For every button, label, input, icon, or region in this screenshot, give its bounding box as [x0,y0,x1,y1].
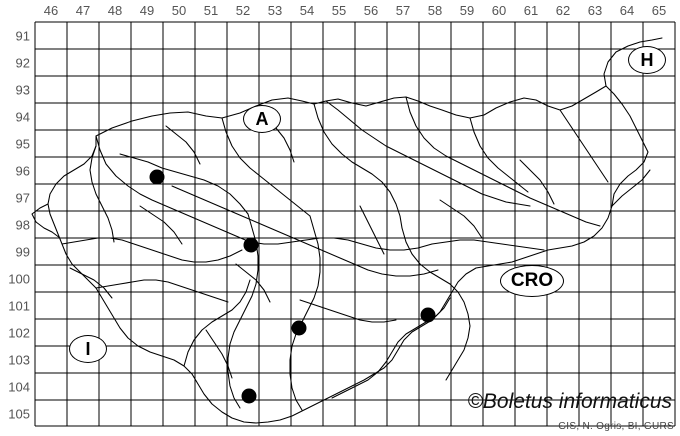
river-sava [171,185,439,277]
copyright-text: ©Boletus informaticus [467,390,672,413]
y-tick-100: 100 [8,271,30,287]
river-savinja [359,205,385,255]
region-boundary-4 [431,239,545,251]
region-boundary-3 [249,237,433,251]
y-tick-94: 94 [15,109,30,125]
x-tick-56: 56 [363,3,379,18]
y-tick-99: 99 [15,244,30,260]
occurrence-dot[interactable] [291,320,307,336]
x-tick-49: 49 [139,3,155,18]
region-boundary-1 [119,153,249,215]
x-tick-59: 59 [459,3,475,18]
x-tick-52: 52 [235,3,251,18]
x-tick-62: 62 [555,3,571,18]
x-tick-57: 57 [395,3,411,18]
x-tick-54: 54 [299,3,315,18]
x-tick-61: 61 [523,3,539,18]
country-label-italy: I [69,335,107,363]
national-border-south [47,135,549,424]
y-tick-97: 97 [15,190,30,206]
x-tick-51: 51 [203,3,219,18]
river-minor-6 [611,169,651,207]
river-minor-5 [69,267,113,299]
river-mura [559,109,609,183]
y-tick-98: 98 [15,217,30,233]
river-minor-4 [205,329,233,379]
region-boundary-10 [289,215,321,411]
x-tick-50: 50 [171,3,187,18]
region-boundary-8 [469,117,529,193]
region-boundary-12 [183,279,251,367]
occurrence-dot[interactable] [149,169,165,185]
x-tick-53: 53 [267,3,283,18]
region-boundary-13 [95,279,229,303]
coast-adriatic [31,203,61,239]
national-border-east [547,85,649,251]
region-boundary-2 [95,135,251,243]
x-tick-47: 47 [75,3,91,18]
x-tick-48: 48 [107,3,123,18]
river-minor-1 [139,205,183,245]
river-krka [299,299,397,323]
x-tick-58: 58 [427,3,443,18]
credit-text: GIS, N. Ogris, BI, GURS [558,421,674,432]
country-label-hungary: H [628,46,666,74]
y-tick-101: 101 [8,298,30,314]
river-drava [325,100,531,207]
x-tick-63: 63 [587,3,603,18]
river-soca [89,145,115,243]
occurrence-dot[interactable] [420,307,436,323]
y-tick-92: 92 [15,55,30,71]
x-tick-46: 46 [43,3,59,18]
y-tick-96: 96 [15,163,30,179]
region-boundary-6 [313,103,403,229]
y-tick-102: 102 [8,325,30,341]
country-label-austria: A [243,105,281,133]
x-tick-60: 60 [491,3,507,18]
river-minor-3 [519,159,555,205]
occurrence-dot[interactable] [241,388,257,404]
river-minor-8 [165,125,201,165]
region-boundary-14 [61,237,243,263]
region-boundary-11 [401,227,471,381]
x-tick-65: 65 [651,3,667,18]
y-tick-95: 95 [15,136,30,152]
y-tick-91: 91 [15,28,30,44]
region-boundary-5 [221,117,311,217]
river-minor-2 [439,199,483,239]
country-label-croatia: CRO [500,265,564,297]
river-ljubljanica [235,263,271,303]
y-tick-104: 104 [8,379,30,395]
region-boundary-7 [405,96,601,227]
x-tick-55: 55 [331,3,347,18]
y-tick-93: 93 [15,82,30,98]
occurrence-dot[interactable] [243,237,259,253]
x-tick-64: 64 [619,3,635,18]
y-tick-105: 105 [8,406,30,422]
y-tick-103: 103 [8,352,30,368]
national-border [95,37,663,137]
